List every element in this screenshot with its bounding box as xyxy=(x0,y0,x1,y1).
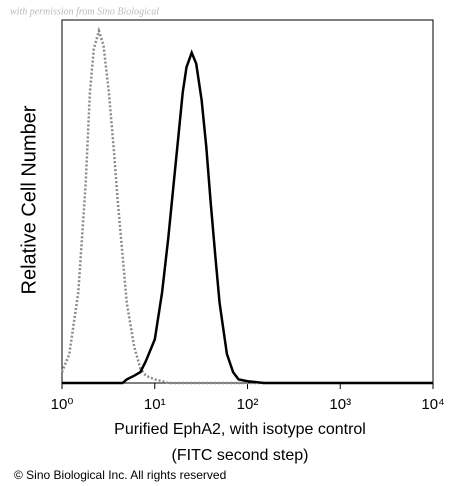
x-axis-label: Purified EphA2, with isotype control xyxy=(114,421,366,438)
x-tick-label: 10² xyxy=(237,396,259,413)
x-tick-label: 10⁰ xyxy=(51,396,74,413)
watermark: with permission from Sino Biological xyxy=(10,6,159,17)
y-axis-label: Relative Cell Number xyxy=(18,105,40,294)
series-line xyxy=(60,26,433,385)
x-tick-label: 10¹ xyxy=(144,396,166,413)
copyright: © Sino Biological Inc. All rights reserv… xyxy=(14,468,226,482)
x-tick-label: 10³ xyxy=(329,396,351,413)
series-line xyxy=(62,49,433,385)
x-tick-label: 10⁴ xyxy=(421,396,444,413)
x-axis-label: (FITC second step) xyxy=(172,447,309,464)
